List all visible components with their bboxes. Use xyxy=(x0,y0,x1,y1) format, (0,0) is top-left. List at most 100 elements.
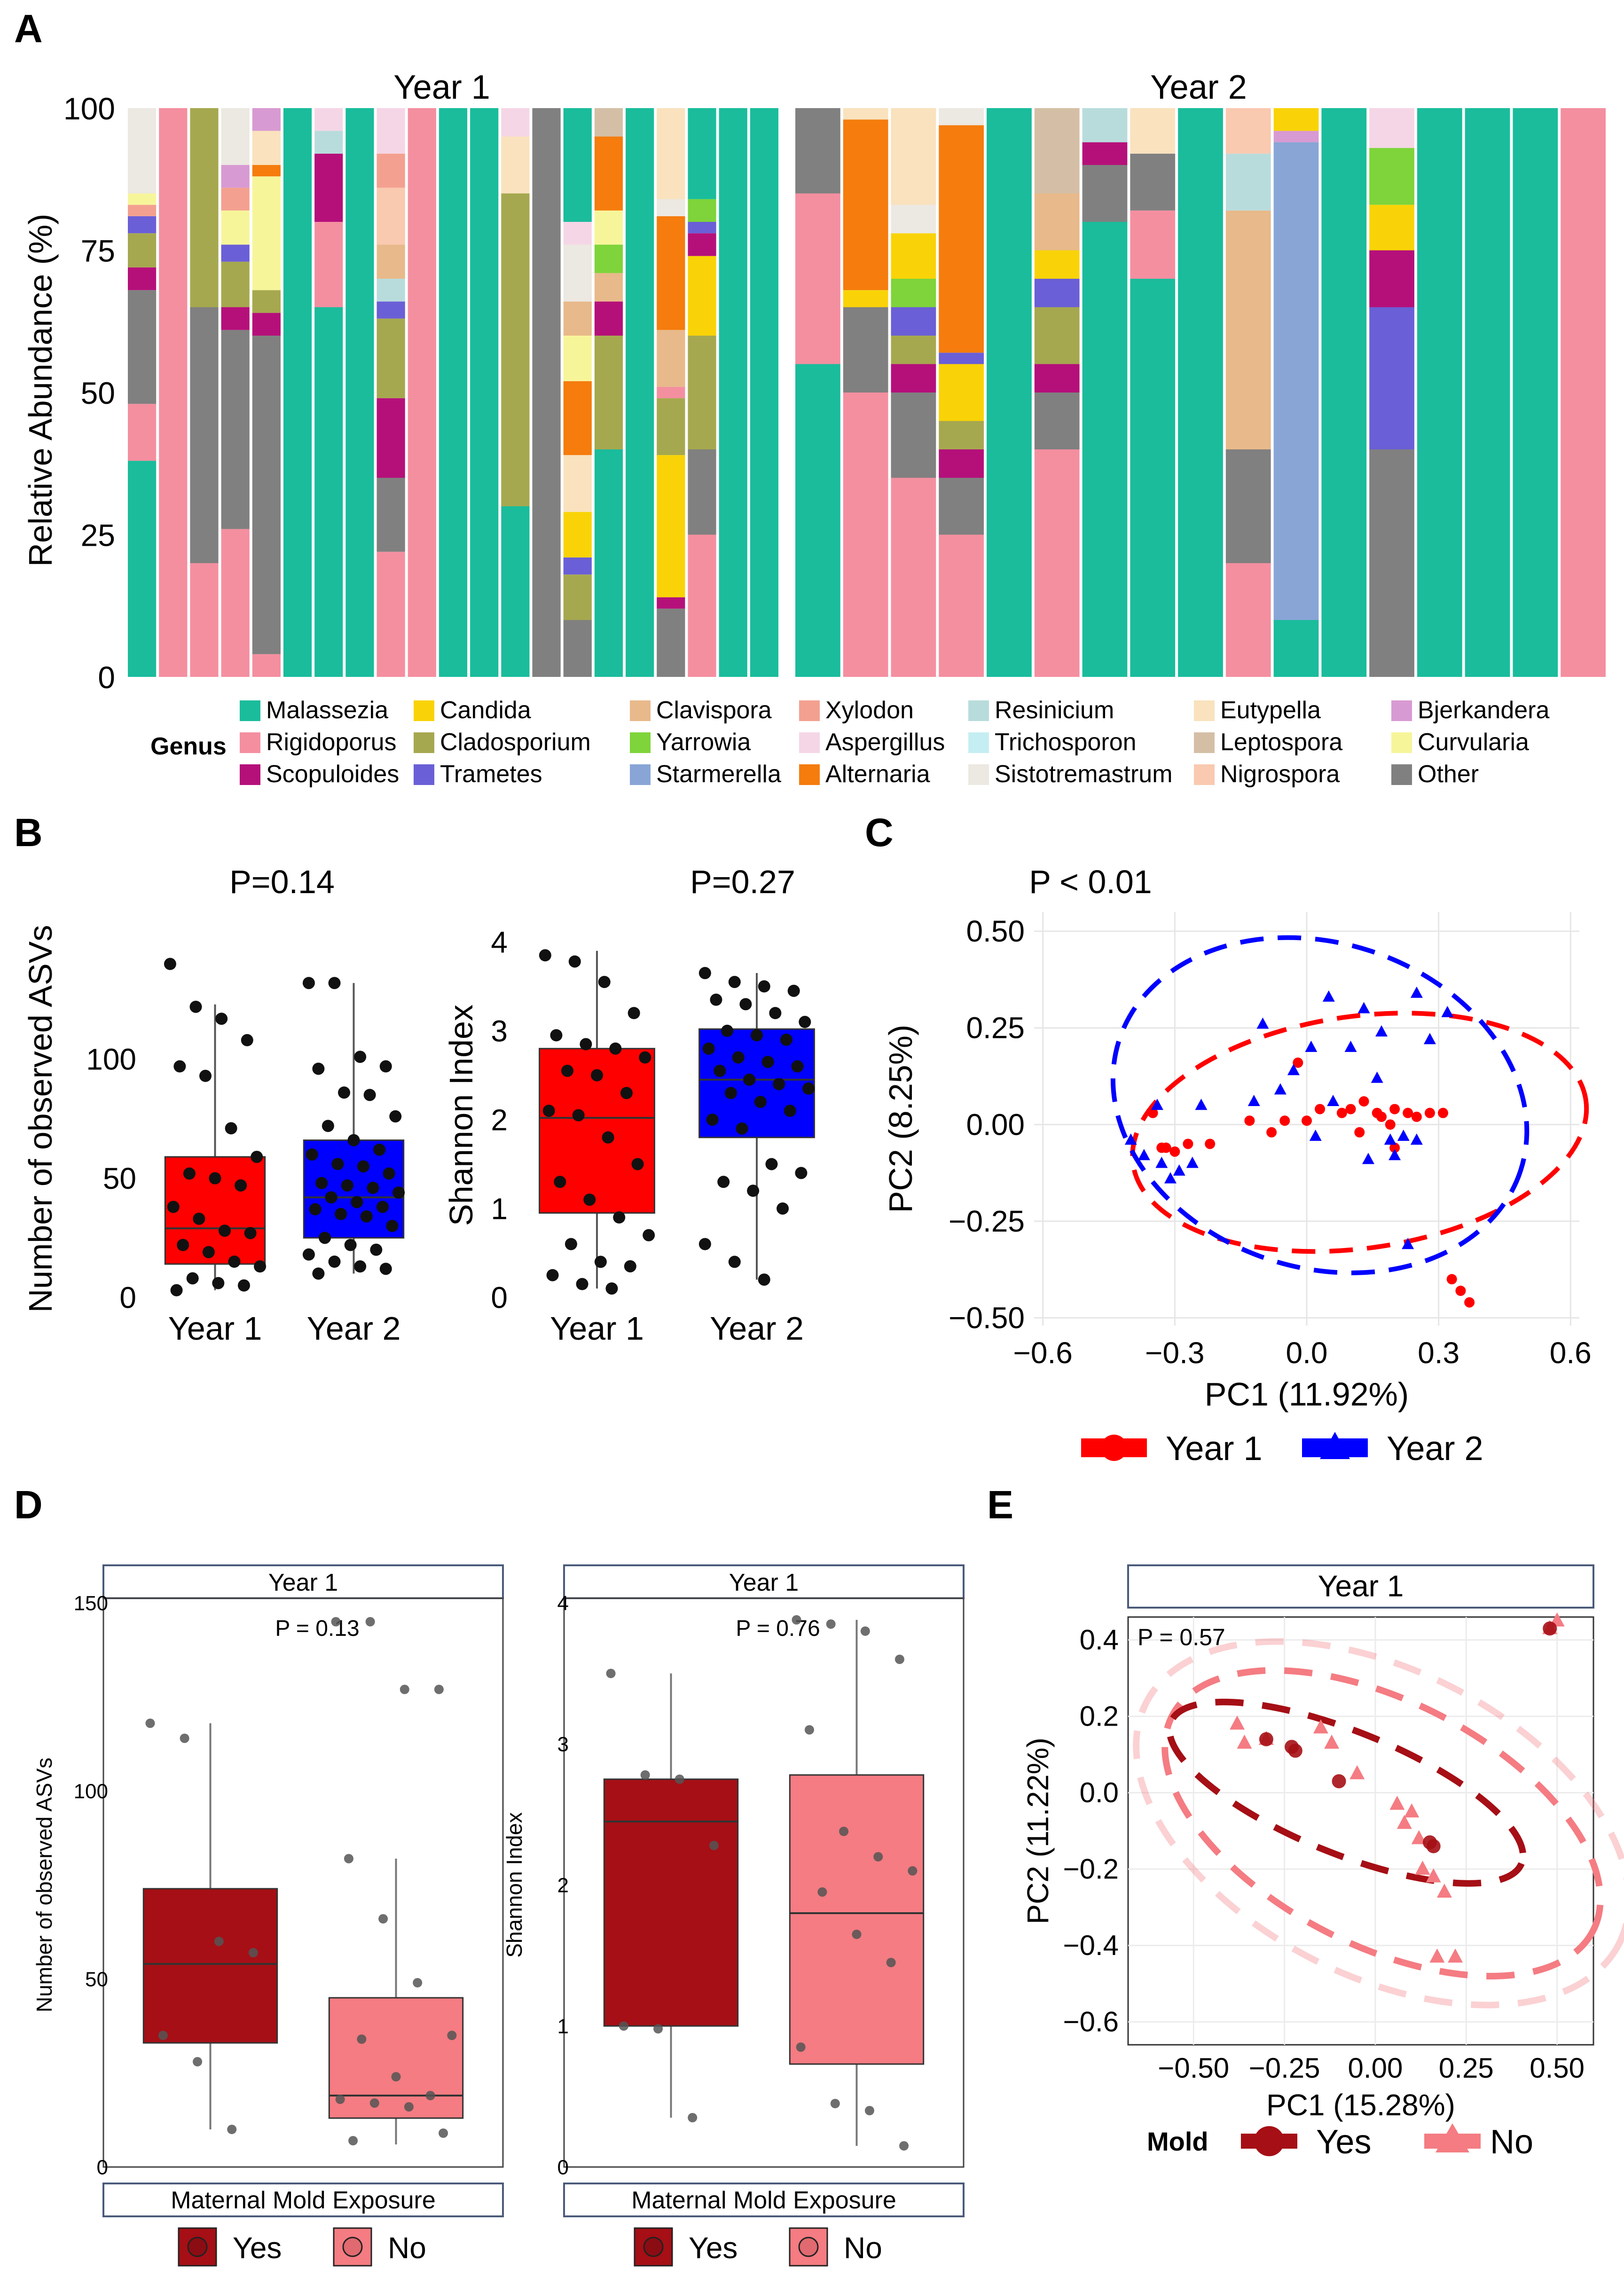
data-point xyxy=(218,1225,231,1237)
ytick-label: 150 xyxy=(74,1592,108,1615)
point-no xyxy=(1396,1814,1412,1829)
data-point xyxy=(365,1617,375,1626)
panel-a-ytick: 25 xyxy=(81,518,115,553)
data-point xyxy=(354,1051,367,1063)
panel-c-pvalue: P < 0.01 xyxy=(1029,864,1152,900)
data-point xyxy=(721,1024,734,1037)
year2-bar-segment xyxy=(843,108,888,120)
legend-swatch-trichosporon xyxy=(968,732,989,753)
facet-strip xyxy=(102,1564,504,1599)
year2-bar-segment xyxy=(843,393,888,677)
data-point xyxy=(434,1685,444,1694)
point-year1 xyxy=(1385,1119,1396,1130)
y-tick-label: 0.50 xyxy=(966,914,1025,948)
year1-bar-segment xyxy=(128,404,157,461)
y-tick-label: −0.6 xyxy=(1063,2006,1119,2037)
year1-bar-segment xyxy=(470,108,499,677)
data-point xyxy=(709,1841,719,1850)
data-point xyxy=(209,1172,221,1185)
data-point xyxy=(605,1282,618,1295)
data-point xyxy=(389,1110,402,1123)
data-point xyxy=(736,1122,748,1135)
data-point xyxy=(894,1655,904,1664)
point-year2 xyxy=(1256,1017,1269,1029)
data-point xyxy=(773,1078,785,1091)
legend-swatch-aspergillus xyxy=(799,732,820,753)
y-axis-label: PC2 (8.25%) xyxy=(882,1025,919,1213)
data-point xyxy=(244,1227,257,1240)
year2-bar-segment xyxy=(795,364,840,677)
year1-bar-segment xyxy=(190,108,219,307)
ytick-label: 100 xyxy=(86,1043,136,1076)
point-year1 xyxy=(1438,1107,1448,1118)
point-year1 xyxy=(1455,1285,1466,1296)
point-year1 xyxy=(1315,1104,1326,1115)
data-point xyxy=(728,975,741,988)
legend-no-marker xyxy=(342,2237,363,2257)
year1-bar-segment xyxy=(314,131,343,154)
panel-a-letter: A xyxy=(14,7,43,51)
point-year1 xyxy=(1279,1115,1290,1126)
panel-e-letter: E xyxy=(987,1483,1013,1527)
data-point xyxy=(177,1239,189,1251)
point-year2 xyxy=(1186,1156,1199,1168)
year2-bar-segment xyxy=(891,393,936,478)
data-point xyxy=(447,2031,457,2040)
point-year2 xyxy=(1375,1025,1388,1036)
year1-bar-segment xyxy=(128,204,157,216)
data-point xyxy=(739,998,752,1011)
data-point xyxy=(145,1719,155,1728)
point-year1 xyxy=(1169,1146,1180,1157)
year2-bar-segment xyxy=(891,307,936,336)
data-point xyxy=(761,1056,774,1068)
data-point xyxy=(335,2095,345,2104)
point-no xyxy=(1237,1735,1252,1749)
year1-bar-segment xyxy=(190,307,219,563)
legend-label-clavispora: Clavispora xyxy=(656,697,772,724)
year1-bar-segment xyxy=(377,108,405,154)
y-axis-label: Shannon Index xyxy=(502,1812,526,1958)
data-point xyxy=(602,1131,614,1144)
data-point xyxy=(576,1278,588,1290)
data-point xyxy=(864,2106,874,2115)
point-year2 xyxy=(1441,1005,1454,1017)
x-tick-label: 0.3 xyxy=(1418,1336,1459,1370)
point-year2 xyxy=(1389,1149,1401,1161)
legend-label-scopuloides: Scopuloides xyxy=(266,761,399,788)
legend-label-candida: Candida xyxy=(440,697,531,724)
point-year1 xyxy=(1293,1057,1303,1068)
x-category-label: Year 1 xyxy=(168,1310,262,1347)
point-yes xyxy=(1288,1743,1302,1758)
data-point xyxy=(728,1256,741,1268)
year1-bar-segment xyxy=(563,381,592,455)
year1-bar-segment xyxy=(221,307,250,330)
data-point xyxy=(180,1734,189,1743)
year1-bar-segment xyxy=(221,188,250,211)
data-point xyxy=(370,1243,383,1256)
year1-bar-segment xyxy=(377,279,405,302)
year1-bar-segment xyxy=(128,461,157,677)
data-point xyxy=(817,1887,827,1897)
year1-bar-segment xyxy=(128,233,157,267)
legend-swatch-yarrowia xyxy=(630,732,651,753)
data-point xyxy=(338,1086,351,1099)
year2-bar-segment xyxy=(891,279,936,307)
data-point xyxy=(347,1134,360,1146)
data-point xyxy=(706,1113,719,1126)
facet-x-strip-label: Maternal Mold Exposure xyxy=(631,2187,896,2214)
data-point xyxy=(376,1201,389,1213)
point-no xyxy=(1404,1803,1420,1818)
y-tick-label: −0.50 xyxy=(949,1301,1025,1335)
legend-yes-label: Yes xyxy=(689,2231,737,2265)
data-point xyxy=(227,2125,237,2134)
legend-yes-label: Yes xyxy=(233,2231,282,2265)
year1-bar-segment xyxy=(563,301,592,336)
year1-bar-segment xyxy=(657,386,685,399)
facet-x-strip-label: Maternal Mold Exposure xyxy=(171,2187,436,2214)
data-point xyxy=(344,1239,357,1251)
panel-b-boxplots: P=0.14 0 50 100 Number of observed ASVs Year … xyxy=(22,864,815,1347)
legend-swatch-sistotremastrum xyxy=(968,764,989,785)
data-point xyxy=(331,1158,344,1170)
data-point xyxy=(710,993,722,1006)
year2-bar-segment xyxy=(939,364,984,421)
